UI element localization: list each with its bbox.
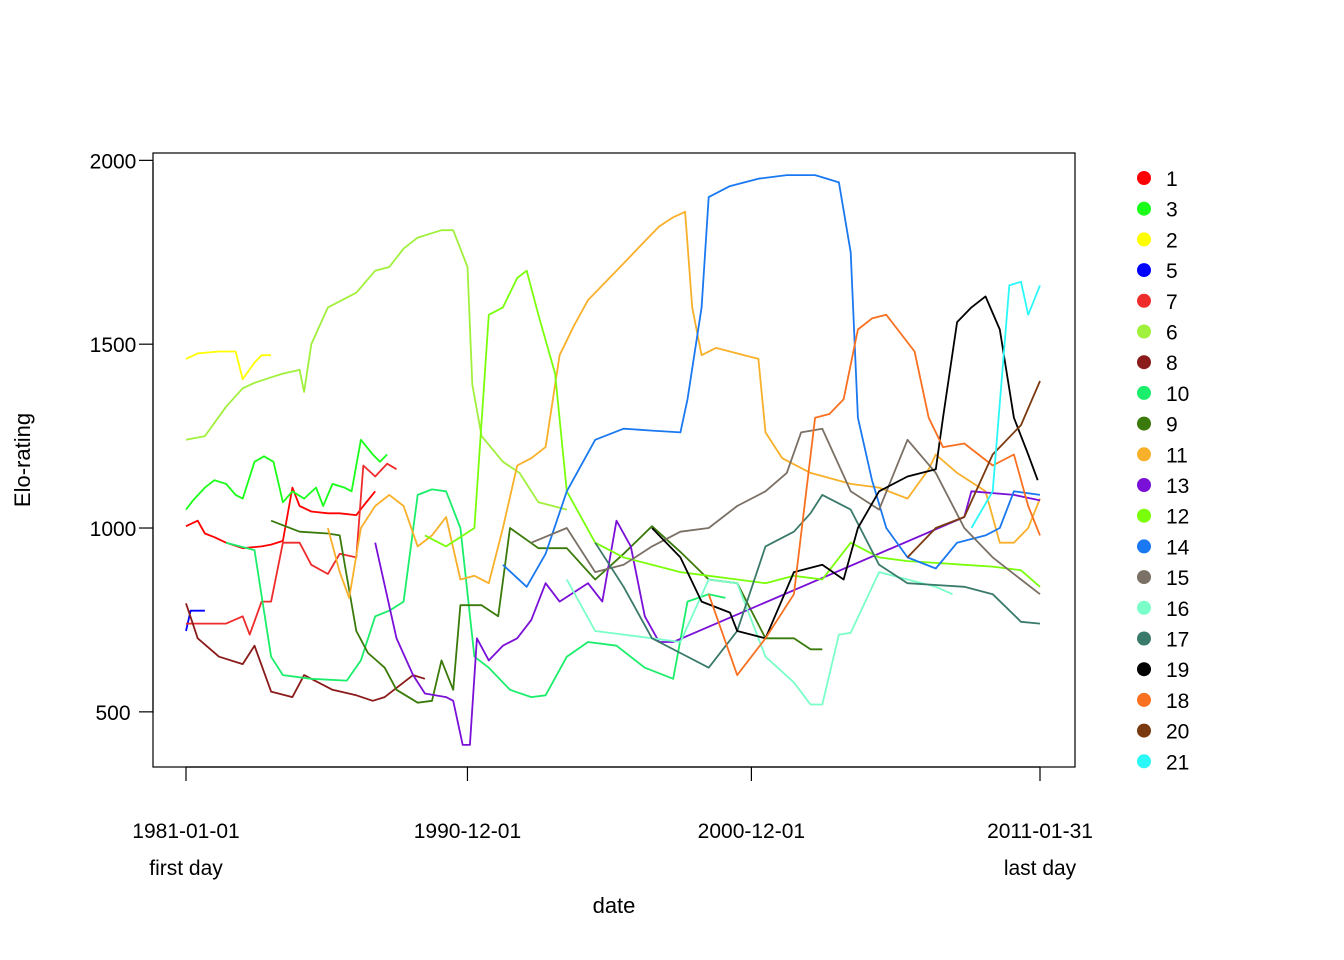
legend-label-14: 14 xyxy=(1166,536,1190,559)
series-line-11 xyxy=(327,210,1041,599)
legend-label-5: 5 xyxy=(1166,260,1178,283)
x-tick-sublabel: last day xyxy=(1004,857,1077,880)
legend-label-15: 15 xyxy=(1166,567,1189,590)
legend-marker-12 xyxy=(1137,508,1151,523)
legend-marker-21 xyxy=(1137,754,1151,769)
legend-marker-19 xyxy=(1137,662,1151,677)
legend-marker-16 xyxy=(1137,600,1151,615)
series-line-3 xyxy=(185,438,388,511)
y-tick-label: 1500 xyxy=(90,334,137,357)
legend-label-13: 13 xyxy=(1166,475,1189,498)
legend-label-6: 6 xyxy=(1166,322,1178,345)
legend-label-11: 11 xyxy=(1166,444,1188,467)
series-line-12 xyxy=(424,269,1041,588)
series-line-10 xyxy=(225,488,726,698)
legend-label-21: 21 xyxy=(1166,751,1189,774)
legend-label-16: 16 xyxy=(1166,598,1189,621)
series-line-16 xyxy=(566,571,953,706)
legend-marker-10 xyxy=(1137,385,1151,400)
legend-label-17: 17 xyxy=(1166,629,1189,652)
series-line-18 xyxy=(707,313,1041,676)
legend-marker-11 xyxy=(1137,447,1151,462)
legend-marker-15 xyxy=(1137,570,1151,585)
series-line-7 xyxy=(186,462,397,636)
legend-marker-13 xyxy=(1137,478,1151,492)
x-axis: 1981-01-01 first day 1990-12-01 2000-12-01 2… xyxy=(132,766,1093,880)
legend-label-18: 18 xyxy=(1166,690,1189,713)
legend-marker-5 xyxy=(1137,263,1151,278)
legend-label-2: 2 xyxy=(1166,229,1178,252)
series-line-8 xyxy=(185,603,426,702)
series-line-21 xyxy=(970,280,1041,529)
series-line-1 xyxy=(185,486,376,550)
legend-marker-18 xyxy=(1137,692,1151,707)
legend-marker-2 xyxy=(1137,232,1151,247)
series-line-13 xyxy=(374,490,1041,746)
legend-marker-6 xyxy=(1137,324,1151,339)
x-tick-label: 1990-12-01 xyxy=(414,820,521,843)
legend-marker-14 xyxy=(1137,539,1151,554)
y-axis: 500 1000 1500 2000 xyxy=(90,150,154,725)
x-tick-sublabel: first day xyxy=(149,857,223,880)
legend-label-12: 12 xyxy=(1166,506,1189,529)
y-tick-label: 500 xyxy=(95,702,130,725)
legend-marker-20 xyxy=(1137,723,1151,738)
series-line-6 xyxy=(185,229,568,511)
legend-label-8: 8 xyxy=(1166,352,1178,375)
legend-label-19: 19 xyxy=(1166,659,1189,682)
legend-label-9: 9 xyxy=(1166,414,1178,437)
legend-label-7: 7 xyxy=(1166,291,1178,314)
y-tick-label: 1000 xyxy=(90,518,137,541)
legend-marker-3 xyxy=(1137,201,1151,216)
legend-marker-1 xyxy=(1137,171,1151,185)
series-line-15 xyxy=(530,427,1041,595)
legend-label-1: 1 xyxy=(1166,168,1178,191)
y-tick-label: 2000 xyxy=(90,150,137,173)
series-line-17 xyxy=(594,494,1041,669)
x-tick-label: 1981-01-01 xyxy=(132,820,239,843)
series-line-2 xyxy=(185,350,272,380)
x-tick-label: 2000-12-01 xyxy=(698,820,805,843)
series-layer xyxy=(185,174,1041,746)
series-line-19 xyxy=(651,295,1039,640)
x-axis-label: date xyxy=(593,893,636,918)
legend-marker-9 xyxy=(1137,416,1151,431)
legend-label-20: 20 xyxy=(1166,721,1189,744)
legend-label-3: 3 xyxy=(1166,199,1178,222)
legend-marker-17 xyxy=(1137,631,1151,646)
y-axis-label: Elo-rating xyxy=(10,413,35,507)
legend-marker-7 xyxy=(1137,293,1151,308)
x-tick-label: 2011-01-31 xyxy=(987,820,1093,843)
series-line-14 xyxy=(502,174,1041,588)
legend-marker-8 xyxy=(1137,355,1151,370)
series-line-5 xyxy=(185,609,205,632)
legend-label-10: 10 xyxy=(1166,383,1189,406)
series-line-20 xyxy=(906,380,1041,559)
